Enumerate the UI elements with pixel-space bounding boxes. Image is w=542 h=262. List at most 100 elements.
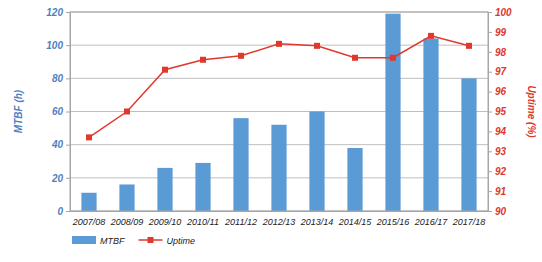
tick: 2011/12 — [224, 211, 257, 227]
tick: 96 — [488, 86, 507, 97]
bar — [461, 78, 476, 211]
tick-label: 96 — [495, 86, 507, 97]
bar — [81, 193, 96, 211]
tick-label: 2016/17 — [414, 217, 449, 227]
legend-item: Uptime — [139, 236, 196, 246]
tick-mark — [488, 12, 492, 13]
tick: 40 — [51, 139, 70, 150]
tick: 2009/10 — [148, 211, 182, 227]
tick: 2014/15 — [338, 211, 373, 227]
bar — [271, 125, 286, 211]
tick-label: 2014/15 — [338, 217, 373, 227]
tick-label: 20 — [51, 173, 64, 184]
x-axis: 2007/08 2008/09 2009/10 2010/11 2011/12 2012/… — [71, 211, 489, 227]
marker — [124, 109, 130, 115]
tick: 2007/08 — [72, 211, 106, 227]
tick-label: 2013/14 — [300, 217, 334, 227]
tick-mark — [488, 211, 492, 212]
legend-item: MTBF — [72, 236, 125, 246]
tick: 98 — [488, 47, 507, 58]
tick: 2013/14 — [300, 211, 334, 227]
bar — [423, 39, 438, 211]
tick: 2012/13 — [262, 211, 296, 227]
tick-mark — [488, 131, 492, 132]
tick: 60 — [52, 106, 70, 117]
tick-mark — [66, 78, 70, 79]
tick-mark — [488, 52, 492, 53]
tick: 100 — [488, 7, 512, 18]
tick-mark — [66, 112, 70, 113]
tick-mark — [66, 12, 70, 13]
tick-label: 2012/13 — [262, 217, 296, 227]
tick-mark — [488, 171, 492, 172]
tick: 97 — [488, 66, 507, 77]
tick: 99 — [488, 27, 507, 38]
tick-label: 93 — [495, 146, 507, 157]
plot: 0 20 40 60 80 100 120 90 91 92 93 94 95 96 97 98 99 100 20… — [46, 7, 512, 227]
bar — [119, 184, 134, 211]
marker — [352, 55, 358, 61]
tick-label: 98 — [495, 47, 507, 58]
tick-label: 120 — [46, 7, 63, 18]
tick: 90 — [488, 206, 507, 217]
frame — [70, 12, 488, 211]
tick: 94 — [488, 126, 507, 137]
tick: 91 — [488, 186, 507, 197]
y-axis-title: MTBF (h) — [13, 89, 24, 133]
tick-label: 100 — [495, 7, 512, 18]
tick-mark — [488, 92, 492, 93]
tick-mark — [66, 45, 70, 46]
tick-label: 92 — [495, 166, 507, 177]
axis-line — [71, 211, 489, 212]
tick-label: 2007/08 — [72, 217, 106, 227]
tick: 120 — [46, 7, 70, 18]
tick-label: 2010/11 — [186, 217, 219, 227]
tick-label: 100 — [46, 40, 63, 51]
legend-label: MTBF — [100, 236, 125, 246]
tick: 93 — [488, 146, 507, 157]
tick-label: 2009/10 — [148, 217, 182, 227]
axis-line — [66, 13, 71, 212]
tick-mark — [488, 72, 492, 73]
line — [89, 36, 469, 137]
tick-mark — [488, 32, 492, 33]
chart: 0 20 40 60 80 100 120 90 91 92 93 94 95 96 97 98 99 100 20… — [0, 0, 542, 262]
tick: 2008/09 — [110, 211, 144, 227]
tick: 100 — [46, 40, 70, 51]
tick: 2015/16 — [376, 211, 410, 227]
grid — [70, 12, 488, 211]
y2-axis-title: Uptime (%) — [526, 85, 537, 138]
legend-swatch — [72, 236, 96, 244]
tick: 92 — [488, 166, 507, 177]
marker — [466, 43, 472, 49]
tick-label: 97 — [495, 66, 507, 77]
tick-label: 2015/16 — [376, 217, 410, 227]
tick: 0 — [57, 206, 70, 217]
tick-label: 90 — [495, 206, 507, 217]
y-axis: 0 20 40 60 80 100 120 — [46, 7, 70, 217]
bar — [157, 168, 172, 211]
marker — [200, 57, 206, 63]
tick-mark — [66, 145, 70, 146]
tick-mark — [66, 178, 70, 179]
tick-label: 80 — [52, 73, 64, 84]
tick-label: 91 — [495, 186, 507, 197]
legend-label: Uptime — [167, 236, 196, 246]
marks — [81, 14, 476, 211]
tick-mark — [66, 211, 70, 212]
tick-label: 2017/18 — [452, 217, 486, 227]
marker — [86, 134, 92, 140]
tick: 80 — [52, 73, 70, 84]
tick-label: 95 — [495, 106, 507, 117]
tick-label: 2011/12 — [224, 217, 257, 227]
legend: MTBF Uptime — [72, 236, 195, 246]
tick: 2017/18 — [452, 211, 486, 227]
marker — [428, 33, 434, 39]
tick: 2010/11 — [186, 211, 219, 227]
tick-mark — [488, 151, 492, 152]
tick-label: 99 — [495, 27, 507, 38]
tick-label: 40 — [51, 139, 64, 150]
axis-line — [489, 13, 493, 212]
tick-label: 0 — [57, 206, 63, 217]
marker — [314, 43, 320, 49]
